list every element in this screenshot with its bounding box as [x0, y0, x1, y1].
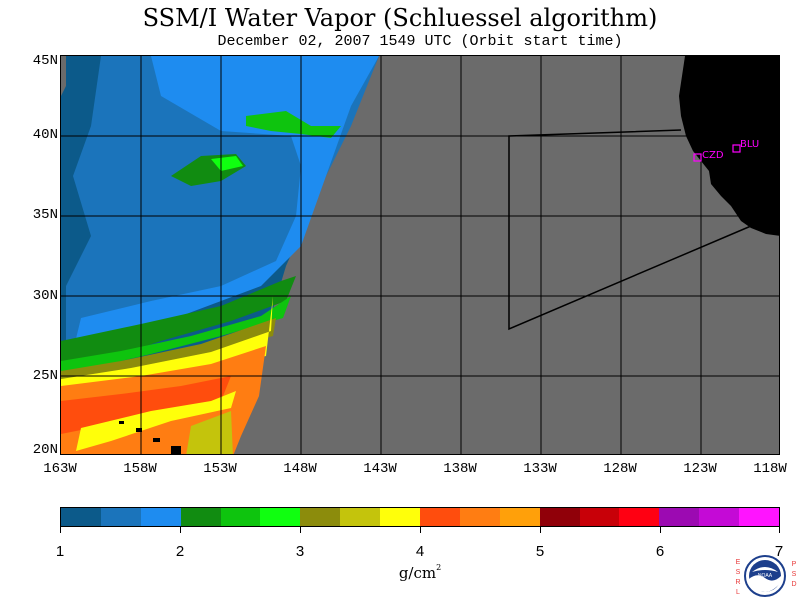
colorbar-tick-6: [660, 527, 661, 533]
study-region-outline: [508, 129, 752, 331]
map-subtitle: December 02, 2007 1549 UTC (Orbit start …: [217, 33, 623, 50]
colorbar-swatch-8: [340, 508, 381, 526]
colorbar: [60, 507, 780, 527]
lat-label-20n: 20N: [32, 442, 58, 458]
colorbar-swatch-10: [420, 508, 460, 526]
colorbar-swatch-12: [499, 508, 540, 526]
lon-label-153w: 153W: [203, 461, 237, 477]
colorbar-label-7: 7: [774, 543, 784, 560]
logo-esrl-l: L: [736, 589, 740, 596]
swath-yellow-streak: [76, 391, 236, 451]
colorbar-label-1: 1: [55, 543, 65, 560]
station-marker-czd: [693, 153, 702, 162]
colorbar-swatch-17: [699, 508, 740, 526]
logo-esrl-e: E: [736, 559, 741, 566]
colorbar-swatch-6: [260, 508, 301, 526]
land-california: [679, 56, 779, 236]
logo-psd-d: D: [791, 581, 796, 588]
colorbar-swatch-1: [61, 508, 101, 526]
swath-olive-band: [61, 318, 276, 381]
lon-label-118w: 118W: [753, 461, 787, 477]
colorbar-units: g/cm2: [360, 563, 480, 582]
lon-label-138w: 138W: [443, 461, 477, 477]
units-superscript: 2: [436, 563, 442, 572]
colorbar-swatch-13: [539, 508, 580, 526]
graticule: [61, 56, 779, 454]
lon-label-148w: 148W: [283, 461, 317, 477]
colorbar-swatch-9: [380, 508, 421, 526]
map-canvas: CZD BLU: [61, 56, 779, 454]
colorbar-swatch-3: [140, 508, 181, 526]
swath-green-patch-north: [246, 111, 341, 138]
lon-label-143w: 143W: [363, 461, 397, 477]
island-oahu: [136, 428, 142, 432]
swath-light-green: [61, 296, 291, 374]
noaa-logo-icon: E S R L P S D NOAA: [735, 555, 797, 597]
station-label-czd: CZD: [702, 150, 724, 161]
island-kauai: [119, 421, 124, 424]
logo-esrl-r: R: [735, 579, 740, 586]
swath-green-patch-core: [211, 156, 243, 171]
colorbar-label-5: 5: [535, 543, 545, 560]
colorbar-swatch-14: [579, 508, 620, 526]
lat-label-35n: 35N: [32, 207, 58, 223]
island-maui: [153, 438, 160, 442]
station-label-blu: BLU: [740, 139, 759, 150]
island-hawaii: [171, 446, 181, 454]
lat-label-30n: 30N: [32, 288, 58, 304]
colorbar-label-4: 4: [415, 543, 425, 560]
colorbar-swatch-2: [100, 508, 141, 526]
logo-psd-p: P: [792, 561, 797, 568]
colorbar-swatch-7: [300, 508, 341, 526]
colorbar-label-6: 6: [655, 543, 665, 560]
lon-label-133w: 133W: [523, 461, 557, 477]
colorbar-swatch-16: [659, 508, 700, 526]
lon-label-158w: 158W: [123, 461, 157, 477]
colorbar-swatch-11: [459, 508, 500, 526]
lon-label-128w: 128W: [603, 461, 637, 477]
water-vapor-map: CZD BLU: [60, 55, 780, 455]
logo-wave: [749, 575, 781, 592]
colorbar-swatch-18: [739, 508, 780, 526]
lat-label-40n: 40N: [32, 127, 58, 143]
colorbar-tick-4: [420, 527, 421, 533]
colorbar-tick-5: [540, 527, 541, 533]
map-title: SSM/I Water Vapor (Schluessel algorithm): [142, 4, 658, 32]
colorbar-tick-7: [779, 527, 780, 533]
noaa-esrl-psd-logo: E S R L P S D NOAA: [732, 552, 798, 598]
station-marker-blu: [732, 144, 741, 153]
swath-red-orange: [61, 376, 231, 434]
colorbar-swatch-4: [180, 508, 221, 526]
colorbar-label-3: 3: [295, 543, 305, 560]
colorbar-tick-2: [180, 527, 181, 533]
colorbar-tick-3: [300, 527, 301, 533]
swath-green-band: [61, 276, 296, 368]
logo-psd-s: S: [792, 571, 797, 578]
lat-label-25n: 25N: [32, 368, 58, 384]
logo-noaa-text: NOAA: [758, 573, 773, 579]
colorbar-swatch-5: [220, 508, 261, 526]
colorbar-label-2: 2: [175, 543, 185, 560]
colorbar-swatch-15: [619, 508, 660, 526]
lon-label-163w: 163W: [43, 461, 77, 477]
logo-esrl-s: S: [736, 569, 741, 576]
lat-label-45n: 45N: [32, 53, 58, 69]
units-text: g/cm: [398, 564, 437, 582]
colorbar-tick-1: [60, 527, 61, 533]
logo-bird: [752, 567, 778, 572]
lon-label-123w: 123W: [683, 461, 717, 477]
